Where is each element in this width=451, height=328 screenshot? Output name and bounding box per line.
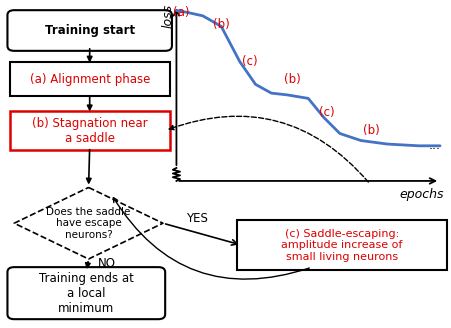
FancyBboxPatch shape xyxy=(9,62,169,96)
Text: epochs: epochs xyxy=(398,188,443,201)
Text: (c): (c) xyxy=(318,106,334,119)
FancyBboxPatch shape xyxy=(7,10,171,51)
Text: loss: loss xyxy=(161,4,175,28)
Text: YES: YES xyxy=(185,213,207,225)
Text: (b) Stagnation near
a saddle: (b) Stagnation near a saddle xyxy=(32,116,147,145)
FancyBboxPatch shape xyxy=(237,220,446,270)
Text: (c) Saddle-escaping:
amplitude increase of
small living neurons: (c) Saddle-escaping: amplitude increase … xyxy=(281,229,402,262)
Text: (b): (b) xyxy=(283,72,300,86)
Text: Does the saddle
have escape
neurons?: Does the saddle have escape neurons? xyxy=(46,207,130,240)
Text: (c): (c) xyxy=(242,55,258,68)
Text: Training ends at
a local
minimum: Training ends at a local minimum xyxy=(39,272,133,315)
Text: NO: NO xyxy=(97,257,115,270)
Text: (b): (b) xyxy=(212,18,229,31)
Text: ...: ... xyxy=(428,139,440,152)
FancyBboxPatch shape xyxy=(9,111,169,150)
Text: (b): (b) xyxy=(362,124,379,136)
FancyBboxPatch shape xyxy=(7,267,165,319)
Text: Training start: Training start xyxy=(45,24,134,37)
FancyArrowPatch shape xyxy=(169,116,368,182)
Text: (a) Alignment phase: (a) Alignment phase xyxy=(29,73,150,86)
Text: (a): (a) xyxy=(173,6,189,19)
FancyArrowPatch shape xyxy=(113,198,308,279)
